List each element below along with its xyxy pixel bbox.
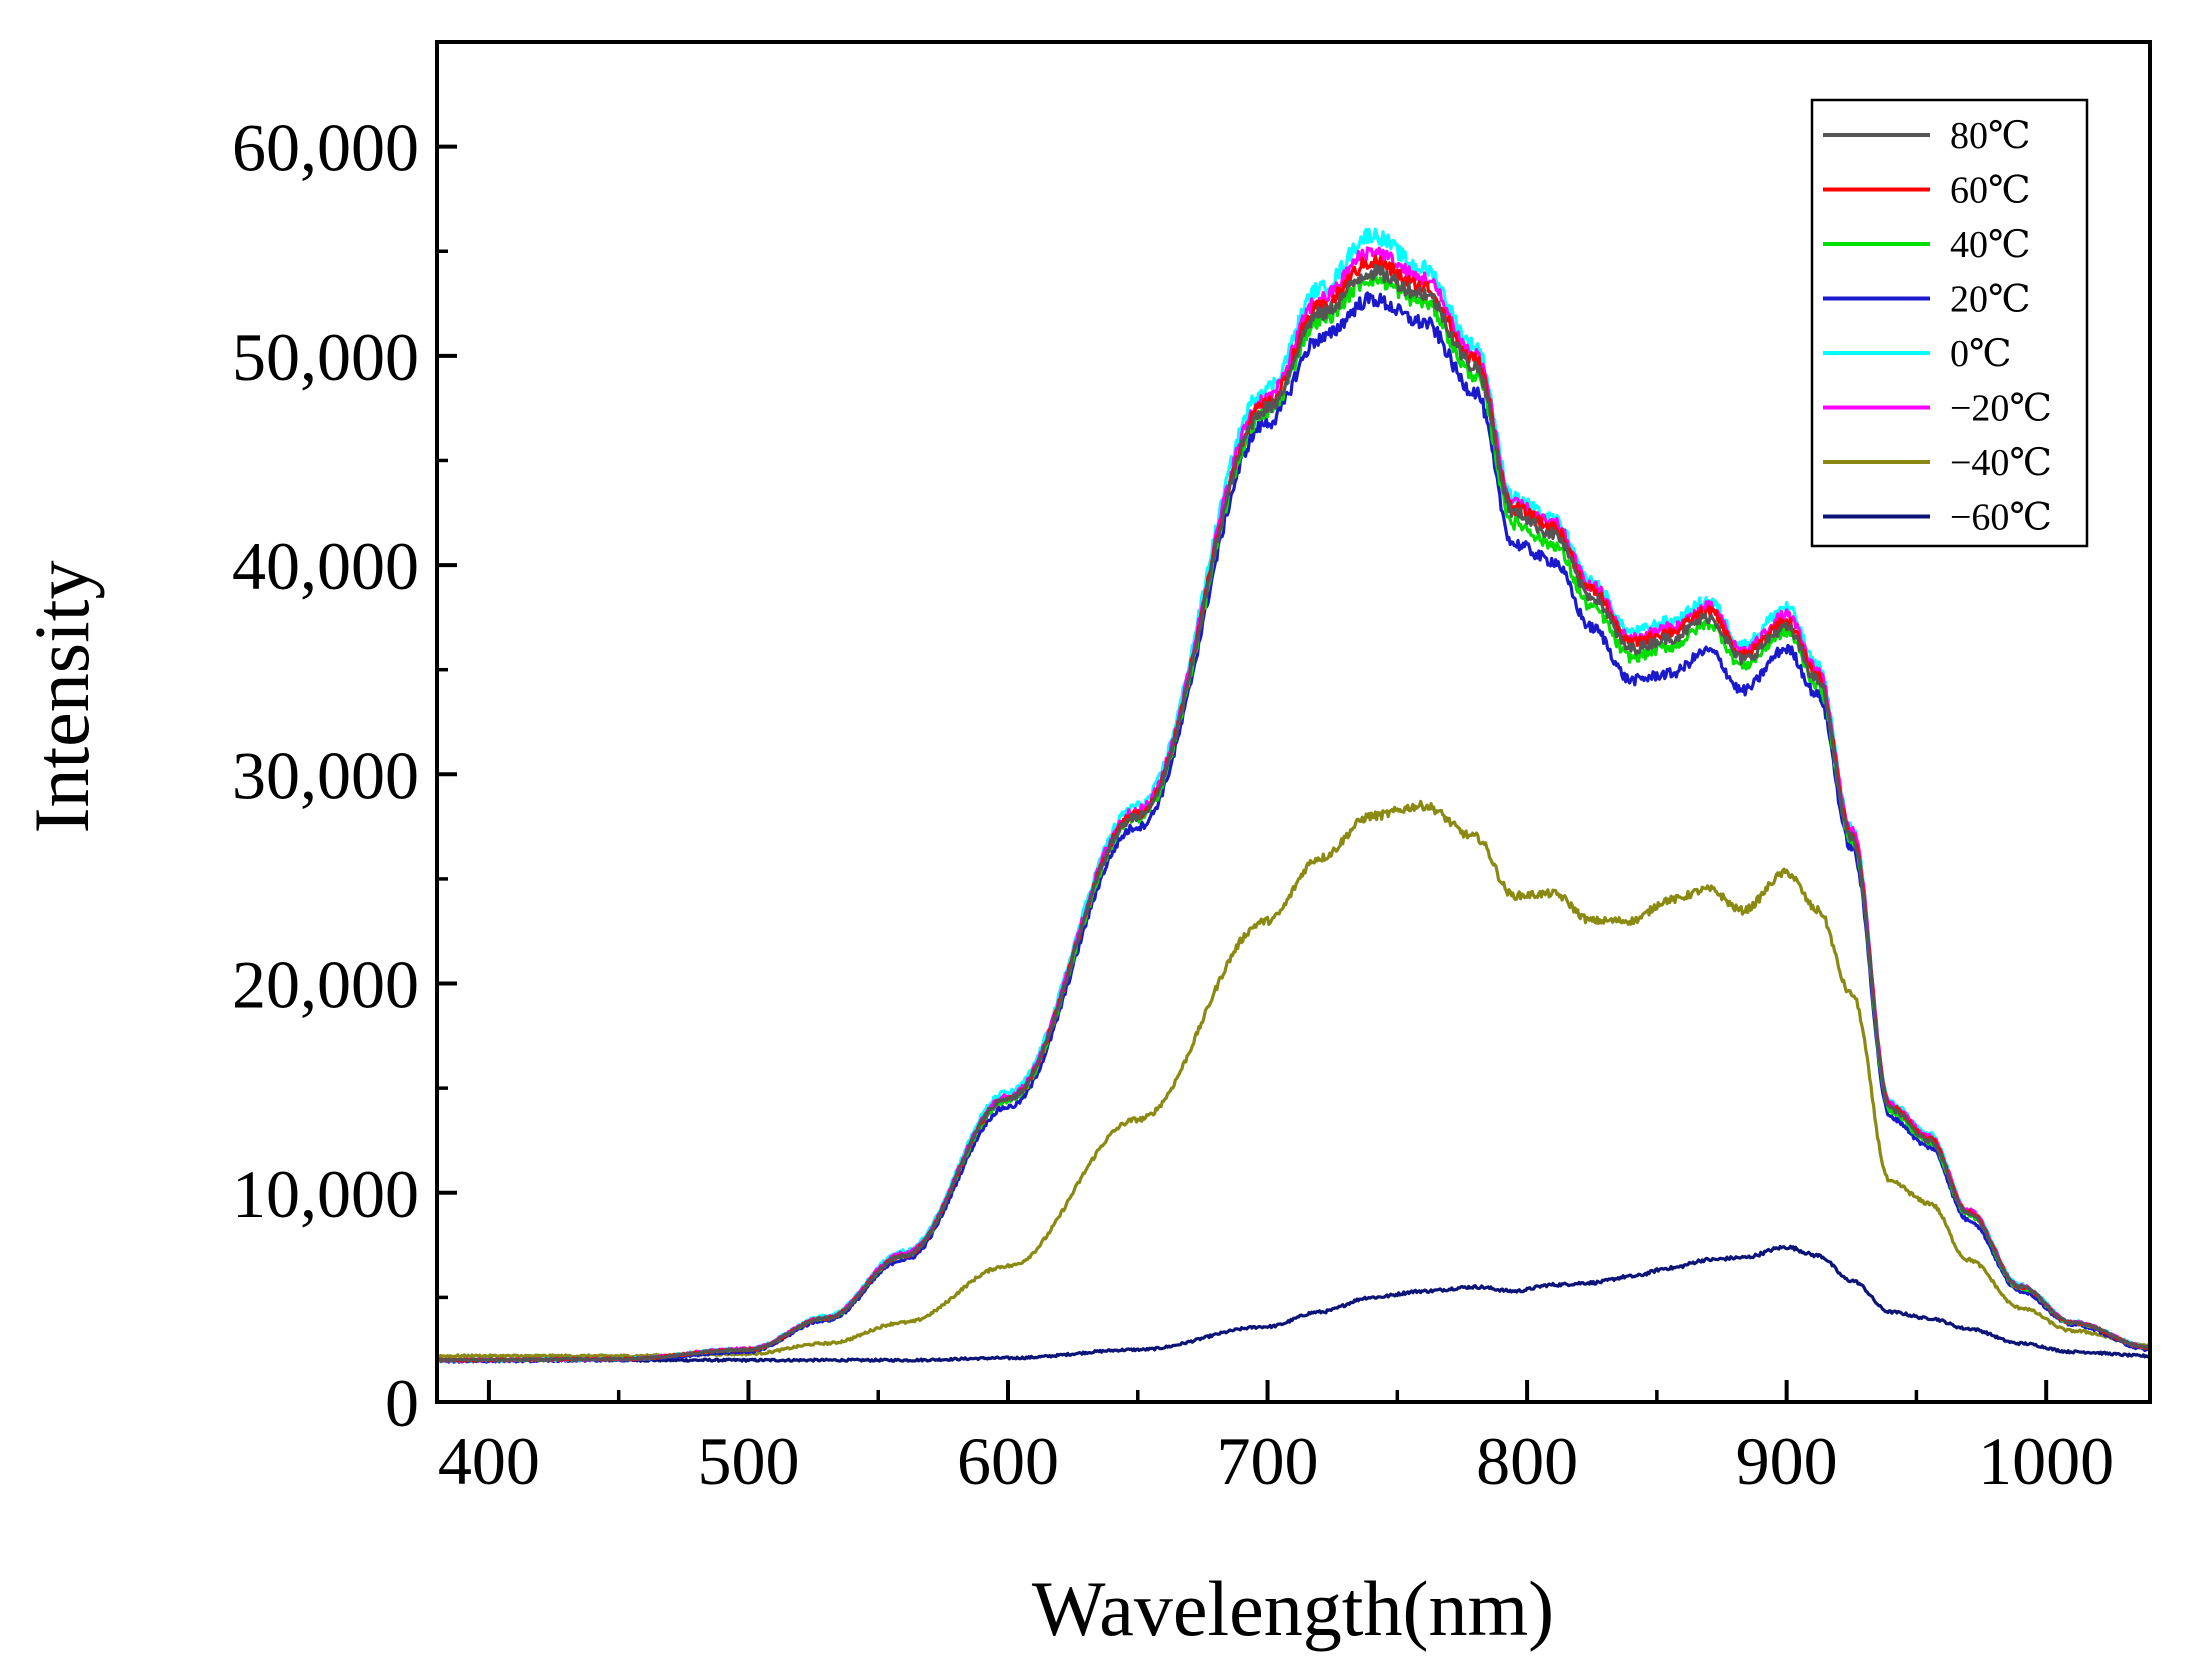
series-line [436,1244,2151,1363]
x-tick-label: 500 [697,1423,799,1499]
y-tick-label: 40,000 [232,528,419,604]
legend-box [1810,98,2089,548]
legend-label: −20℃ [1950,388,2052,430]
x-tick-label: 700 [1217,1423,1319,1499]
series-line [436,799,2152,1359]
y-tick-label: 60,000 [232,110,419,186]
y-tick-label: 50,000 [232,319,419,395]
legend-label: −60℃ [1950,497,2052,539]
x-tick-label: 400 [438,1423,540,1499]
x-tick-label: 600 [957,1423,1059,1499]
y-axis-title: Intensity [18,561,105,834]
series-line [435,263,2151,1363]
x-axis-title: Wavelength(nm) [1032,1565,1554,1652]
legend-label: 60℃ [1950,170,2031,212]
x-tick-label: 900 [1736,1423,1838,1499]
series-layer [435,227,2152,1364]
legend-label: 40℃ [1950,224,2031,266]
legend-label: 0℃ [1950,333,2012,375]
legend-label: −40℃ [1950,442,2052,484]
x-axis: 400 500 600 700 800 900 1000 [438,1380,2114,1499]
legend-label: 20℃ [1950,279,2031,321]
y-tick-label: 0 [385,1365,419,1441]
y-tick-label: 20,000 [232,947,419,1023]
y-tick-label: 10,000 [232,1156,419,1232]
y-tick-label: 30,000 [232,737,419,813]
legend-items: 80℃ 60℃ 40℃ 20℃ 0℃ −20℃ −40℃ −60℃ [1823,115,2052,539]
plot-frame [435,40,2152,1404]
x-tick-label: 1000 [1978,1423,2114,1499]
legend-label: 80℃ [1950,115,2031,157]
x-tick-label: 800 [1476,1423,1578,1499]
legend: 80℃ 60℃ 40℃ 20℃ 0℃ −20℃ −40℃ −60℃ [1810,98,2089,548]
y-axis: 0 10,000 20,000 30,000 40,000 50,000 60,000 [232,110,457,1441]
